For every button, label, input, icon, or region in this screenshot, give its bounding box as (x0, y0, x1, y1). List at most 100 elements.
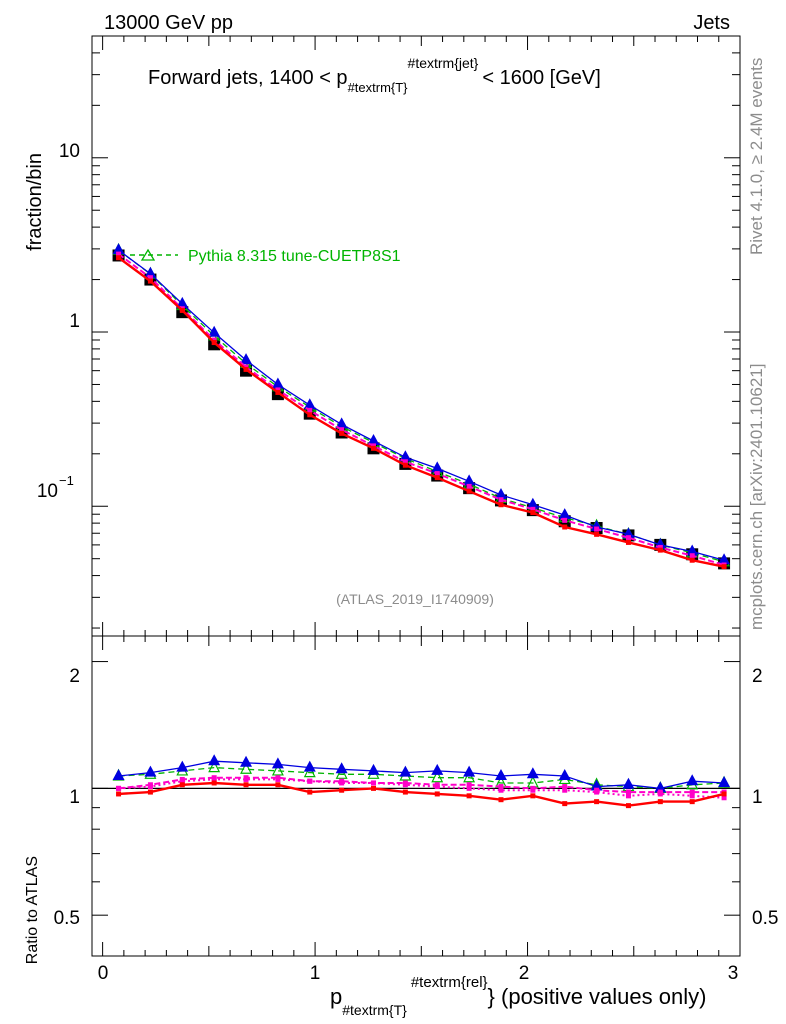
main-magenta-point (116, 251, 122, 257)
ratio-magenta-point (466, 782, 472, 788)
main-blue-point (303, 398, 316, 410)
main-magenta-point (498, 497, 504, 503)
main-red-point (402, 462, 408, 468)
main-blue-point (112, 243, 125, 255)
ratio-ytick-right-2: 2 (752, 666, 763, 687)
ratio-pythia-8-315-tune-cuetp8s1-line (118, 766, 725, 790)
main-red-point (530, 510, 536, 516)
main-blue-point (144, 266, 157, 278)
ratio-red-point (402, 789, 408, 795)
ratio-magenta-dotted-point (371, 780, 377, 786)
ratio-pythia-8-315-tune-cuetp8s1-point (431, 770, 444, 783)
ratio-red-point (307, 789, 313, 795)
main-blue-point (335, 417, 348, 429)
header-energy: 13000 GeV pp (104, 12, 233, 34)
main-red-point (371, 445, 377, 451)
ratio-magenta-dotted-point (466, 785, 472, 791)
ratio-magenta-dotted-point (594, 789, 600, 795)
ratio-red-point (625, 803, 631, 809)
ratio-magenta-dotted-point (211, 776, 217, 782)
ratio-pythia-8-315-tune-cuetp8s1-point (463, 770, 476, 783)
ratio-ytick-1: 1 (69, 787, 80, 808)
ratio-red-point (657, 799, 663, 805)
ratio-magenta-dotted-point (562, 787, 568, 793)
main-blue-point (208, 325, 221, 337)
ratio-blue-point (463, 765, 476, 777)
main-red-point (657, 547, 663, 553)
main-red-point (211, 340, 217, 346)
legend-label: Pythia 8.315 tune-CUETP8S1 (188, 248, 401, 265)
ratio-blue-point (558, 768, 571, 780)
ratio-red-point (594, 799, 600, 805)
analysis-label: (ATLAS_2019_I1740909) (336, 591, 494, 607)
header-jets: Jets (693, 12, 730, 34)
main-red-point (689, 557, 695, 563)
ratio-pythia-8-315-tune-cuetp8s1-point (526, 775, 539, 788)
ratio-pythia-8-315-tune-cuetp8s1-point (240, 761, 253, 774)
side-mcplots: mcplots.cern.ch [arXiv:2401.10621] (747, 364, 766, 630)
ratio-red-point (147, 789, 153, 795)
main-red-point (466, 488, 472, 494)
ratio-plot-frame (91, 635, 741, 957)
main-magenta-point (147, 275, 153, 281)
ratio-blue-line (118, 760, 725, 790)
legend-triangle-icon (140, 248, 156, 261)
ratio-red-point (721, 791, 727, 797)
main-red-point (307, 412, 313, 418)
ratio-magenta-dotted-point (179, 778, 185, 784)
main-blue-point (622, 527, 635, 539)
main-magenta-point (562, 517, 568, 523)
ratio-red-point (211, 780, 217, 786)
main-red-point (434, 475, 440, 481)
ratio-blue-point (718, 775, 731, 787)
main-ylabel: fraction/bin (24, 153, 46, 251)
main-blue-point (494, 488, 507, 500)
main-blue-point (718, 553, 731, 565)
ytick-0.1: 10 (37, 481, 58, 502)
side-rivet: Rivet 4.1.0, ≥ 2.4M events (747, 58, 766, 255)
main-blue-point (240, 353, 253, 365)
ratio-red-point (275, 782, 281, 788)
ratio-magenta-dotted-point (307, 778, 313, 784)
ratio-ytick-right-0.5: 0.5 (752, 908, 778, 929)
ratio-magenta-point (689, 789, 695, 795)
main-blue-point (463, 474, 476, 486)
ratio-blue-point (240, 755, 253, 767)
ratio-magenta-dotted-point (625, 793, 631, 799)
ratio-blue-point (526, 767, 539, 779)
ratio-blue-point (208, 754, 221, 766)
ratio-magenta-dotted-line (118, 778, 725, 799)
ratio-red-point (339, 787, 345, 793)
ratio-magenta-point (625, 789, 631, 795)
ratio-pythia-8-315-tune-cuetp8s1-point (335, 766, 348, 779)
ratio-blue-point (590, 779, 603, 791)
ratio-red-point (434, 791, 440, 797)
axis-ticks (92, 35, 740, 956)
main-series-group (112, 242, 731, 570)
ratio-red-point (371, 785, 377, 791)
ratio-magenta-point (562, 784, 568, 790)
main-red-point (498, 502, 504, 508)
main-blue-point (590, 520, 603, 532)
main-red-point (721, 564, 727, 570)
main-red-point (562, 524, 568, 530)
xtick-1: 1 (310, 963, 321, 984)
ratio-blue-point (271, 757, 284, 769)
ratio-magenta-dotted-point (116, 785, 122, 791)
main-blue-point (367, 433, 380, 445)
main-magenta-point (625, 535, 631, 541)
ratio-ytick-0.5: 0.5 (54, 908, 80, 929)
ratio-red-point (466, 793, 472, 799)
main-magenta-point (466, 483, 472, 489)
ratio-pythia-8-315-tune-cuetp8s1-point (271, 763, 284, 776)
ratio-magenta-dotted-point (147, 784, 153, 790)
ratio-red-point (179, 782, 185, 788)
main-magenta-point (402, 459, 408, 465)
ratio-blue-point (112, 768, 125, 780)
main-red-point (179, 307, 185, 313)
ratio-ytick-right-1: 1 (752, 787, 763, 808)
xaxis-label: p#textrm{T}#textrm{rel}} (positive value… (330, 974, 706, 1018)
ratio-blue-point (622, 777, 635, 789)
main-blue-point (686, 544, 699, 556)
ratio-pythia-8-315-tune-cuetp8s1-point (208, 760, 221, 773)
